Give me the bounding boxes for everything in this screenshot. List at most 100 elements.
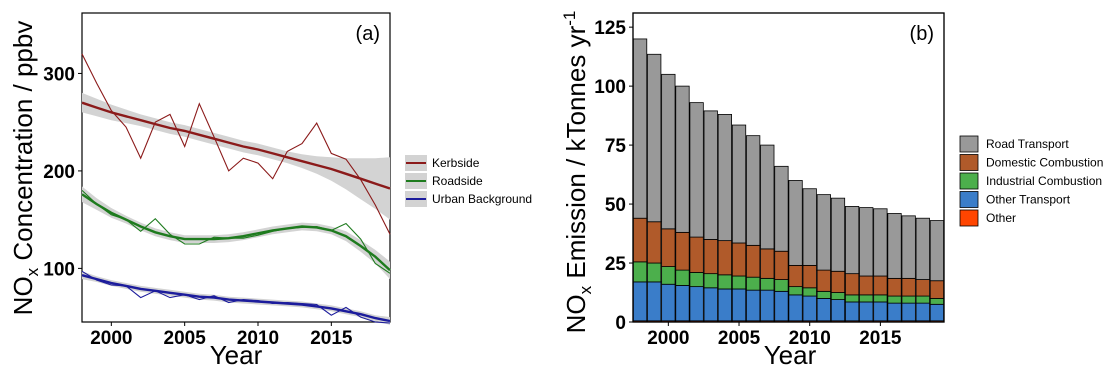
legend-item-urban-background: Urban Background — [405, 191, 532, 207]
legend-item-other-transport: Other Transport — [959, 191, 1071, 208]
bar-other-transport-2016 — [887, 302, 902, 322]
panel-b-bars — [632, 38, 945, 323]
panel-b-y-tick-label: 125 — [594, 18, 626, 39]
bar-domestic-combustion-2000 — [661, 228, 676, 267]
panel-b-y-tick-label: 0 — [615, 313, 626, 334]
kerbside-measured-line — [81, 53, 391, 235]
legend-swatch — [959, 172, 979, 190]
bar-other-transport-2015 — [873, 301, 888, 322]
panel-b-y-tick-label: 75 — [605, 136, 627, 157]
panel-b-legend: Road Transport Domestic Combustion Industr… — [959, 135, 1103, 227]
bar-industrial-combustion-2018 — [915, 295, 930, 304]
panel-a-y-tick-label: 100 — [43, 259, 75, 280]
bar-domestic-combustion-2006 — [746, 244, 761, 278]
bar-road-transport-2008 — [774, 165, 789, 252]
bar-road-transport-2015 — [873, 208, 888, 277]
bar-domestic-combustion-2007 — [760, 248, 775, 279]
bar-road-transport-2014 — [859, 207, 874, 277]
bar-other-transport-2001 — [675, 285, 690, 322]
panel-a-x-axis-title: Year — [210, 340, 263, 370]
bar-other-transport-2004 — [717, 288, 732, 322]
bar-industrial-combustion-2009 — [788, 286, 803, 296]
panel-a-x-tick-label: 2005 — [164, 328, 207, 349]
panel-a-x-tick-label: 2015 — [310, 328, 353, 349]
bar-industrial-combustion-2019 — [929, 298, 945, 305]
bar-domestic-combustion-2002 — [689, 236, 704, 273]
legend-label: Domestic Combustion — [986, 156, 1103, 170]
panel-a-y-title-main: NO — [8, 276, 38, 315]
bar-domestic-combustion-2010 — [802, 264, 817, 289]
bar-domestic-combustion-2013 — [845, 273, 860, 296]
bar-industrial-combustion-1999 — [647, 262, 662, 283]
bar-domestic-combustion-2004 — [717, 240, 732, 276]
panel-b-frame — [632, 12, 945, 323]
legend-item-kerbside: Kerbside — [405, 155, 480, 171]
bar-industrial-combustion-2015 — [873, 294, 888, 303]
urban-background-trend-line — [81, 274, 391, 323]
bar-industrial-combustion-2001 — [675, 269, 690, 286]
bar-domestic-combustion-2014 — [859, 275, 874, 296]
panel-b-y-title-rest: Emission / kTonnes yr — [561, 25, 591, 285]
bar-road-transport-1999 — [647, 53, 662, 223]
panel-a-y-ticks: 100 200 300 — [43, 64, 82, 280]
bar-road-transport-2011 — [816, 194, 831, 271]
panel-b-y-title-sup: -1 — [560, 11, 579, 26]
bar-industrial-combustion-2003 — [703, 273, 718, 289]
panel-a-trend-lines — [81, 101, 391, 323]
legend-label: Roadside — [432, 174, 483, 188]
bar-domestic-combustion-1999 — [647, 221, 662, 264]
bar-industrial-combustion-2004 — [717, 274, 732, 290]
bar-domestic-combustion-2017 — [901, 277, 916, 297]
panel-b-x-tick-label: 2015 — [859, 328, 902, 349]
legend-swatch — [959, 191, 979, 208]
bar-domestic-combustion-2012 — [830, 270, 846, 293]
panel-b-y-axis-title: NOx Emission / kTonnes yr-1 — [560, 11, 595, 334]
bar-domestic-combustion-1998 — [632, 217, 648, 263]
bar-road-transport-2001 — [675, 85, 690, 233]
bar-industrial-combustion-2016 — [887, 295, 902, 304]
bar-industrial-combustion-2011 — [816, 290, 831, 299]
panel-b-x-tick-label: 2010 — [789, 328, 831, 349]
bar-industrial-combustion-2000 — [661, 266, 676, 285]
bar-industrial-combustion-1998 — [632, 261, 648, 283]
panel-a-y-tick-label: 200 — [43, 162, 75, 183]
bar-industrial-combustion-2002 — [689, 272, 704, 288]
bar-other-transport-2017 — [901, 302, 916, 322]
legend-item-road-transport: Road Transport — [959, 135, 1069, 153]
panel-b-x-axis-title: Year — [764, 340, 817, 370]
bar-industrial-combustion-2008 — [774, 279, 789, 292]
bar-other-transport-2003 — [703, 287, 718, 322]
bar-road-transport-2019 — [929, 220, 945, 282]
panel-b-y-tick-label: 25 — [605, 254, 627, 275]
bar-other-transport-2008 — [774, 290, 789, 322]
legend-item-roadside: Roadside — [405, 173, 483, 189]
bar-other-transport-2010 — [802, 295, 817, 322]
bar-industrial-combustion-2017 — [901, 295, 916, 304]
bar-domestic-combustion-2015 — [873, 275, 888, 296]
panel-a-x-tick-label: 2000 — [90, 328, 132, 349]
bar-road-transport-2002 — [689, 102, 704, 238]
bar-industrial-combustion-2014 — [859, 294, 874, 303]
bar-other-transport-2002 — [689, 286, 704, 322]
bar-domestic-combustion-2003 — [703, 239, 718, 275]
panel-b-x-tick-label: 2000 — [647, 328, 689, 349]
bar-road-transport-2017 — [901, 215, 916, 279]
panel-b-y-tick-label: 50 — [605, 195, 626, 216]
panel-a-label: (a) — [356, 23, 380, 45]
panel-a-y-axis-title: NOx Concentration / ppbv — [8, 21, 42, 316]
bar-road-transport-2000 — [661, 73, 676, 230]
roadside-confidence-band — [82, 186, 390, 280]
bar-other-transport-2000 — [661, 283, 676, 322]
legend-item-industrial-combustion: Industrial Combustion — [959, 172, 1102, 190]
panel-b-y-title-sub: x — [576, 285, 595, 294]
legend-label: Kerbside — [432, 156, 480, 170]
bar-domestic-combustion-2016 — [887, 277, 902, 297]
roadside-trend-line — [81, 193, 391, 272]
panel-a: 2000 2005 2010 2015 100 200 300 (a) Year NOx … — [8, 12, 532, 370]
panel-b-y-tick-label: 100 — [594, 77, 626, 98]
legend-item-domestic-combustion: Domestic Combustion — [959, 154, 1103, 171]
bar-road-transport-2006 — [746, 135, 761, 246]
bar-industrial-combustion-2013 — [845, 294, 860, 303]
